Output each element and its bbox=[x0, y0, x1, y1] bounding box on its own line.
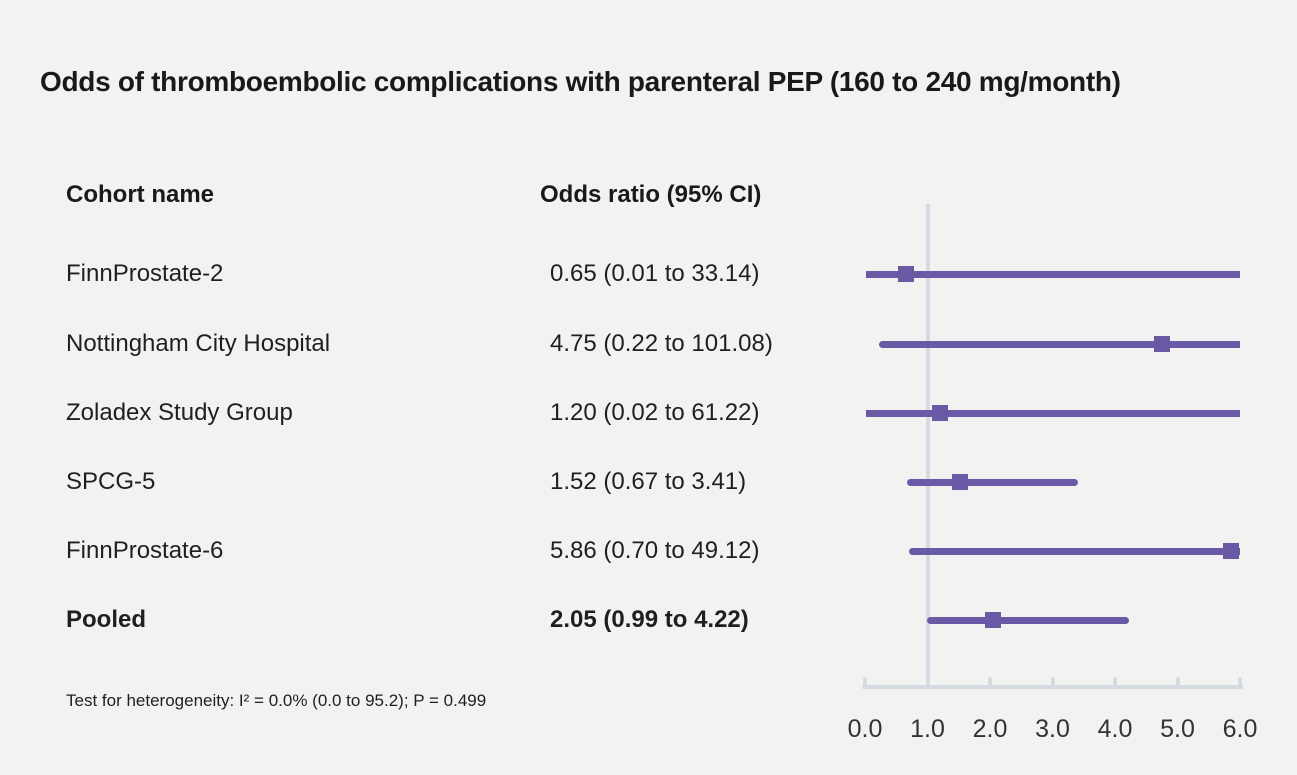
cohort-name: FinnProstate-2 bbox=[66, 260, 224, 287]
odds-ratio-value: 1.20 (0.02 to 61.22) bbox=[550, 399, 760, 426]
odds-ratio-value: 1.52 (0.67 to 3.41) bbox=[550, 468, 747, 495]
x-axis-tick-label: 2.0 bbox=[972, 715, 1008, 743]
column-header-odds-ratio: Odds ratio (95% CI) bbox=[540, 181, 762, 208]
cohort-name: SPCG-5 bbox=[66, 468, 156, 495]
odds-ratio-value: 5.86 (0.70 to 49.12) bbox=[550, 537, 760, 564]
cohort-name: Nottingham City Hospital bbox=[66, 330, 331, 357]
reference-line bbox=[925, 204, 930, 689]
heterogeneity-note: Test for heterogeneity: I² = 0.0% (0.0 t… bbox=[66, 691, 487, 710]
chart-title: Odds of thromboembolic complications wit… bbox=[40, 66, 1121, 97]
x-axis-tick-label: 0.0 bbox=[847, 715, 883, 743]
x-axis-tick bbox=[925, 677, 930, 689]
odds-ratio-value: 0.65 (0.01 to 33.14) bbox=[550, 260, 760, 287]
x-axis-tick bbox=[1050, 677, 1055, 689]
confidence-interval-line bbox=[908, 547, 1240, 555]
odds-ratio-value: 2.05 (0.99 to 4.22) bbox=[550, 606, 749, 633]
x-axis-tick bbox=[1175, 677, 1180, 689]
odds-ratio-value: 4.75 (0.22 to 101.08) bbox=[550, 330, 773, 357]
odds-ratio-marker bbox=[1153, 336, 1170, 352]
confidence-interval-line bbox=[878, 340, 1240, 348]
column-header-cohort-name: Cohort name bbox=[66, 181, 215, 208]
x-axis-tick bbox=[988, 677, 992, 689]
x-axis-tick-label: 5.0 bbox=[1160, 715, 1195, 743]
confidence-interval-line bbox=[865, 270, 1240, 278]
x-axis-tick-label: 3.0 bbox=[1035, 715, 1070, 743]
odds-ratio-marker bbox=[952, 474, 968, 490]
x-axis-tick-label: 4.0 bbox=[1097, 715, 1133, 743]
odds-ratio-marker bbox=[932, 405, 948, 421]
confidence-interval-line bbox=[926, 616, 1129, 624]
odds-ratio-marker bbox=[985, 612, 1002, 628]
cohort-name: FinnProstate-6 bbox=[66, 537, 224, 564]
cohort-name: Zoladex Study Group bbox=[66, 399, 293, 426]
confidence-interval-line bbox=[906, 478, 1079, 486]
x-axis-tick-label: 1.0 bbox=[910, 715, 945, 743]
x-axis-tick-label: 6.0 bbox=[1222, 715, 1258, 743]
x-axis-tick bbox=[1238, 677, 1242, 689]
confidence-interval-line bbox=[866, 409, 1240, 417]
cohort-name: Pooled bbox=[66, 606, 147, 633]
odds-ratio-marker bbox=[1223, 543, 1240, 559]
x-axis-tick bbox=[863, 677, 867, 689]
x-axis-tick bbox=[1113, 677, 1117, 689]
odds-ratio-marker bbox=[897, 266, 914, 282]
